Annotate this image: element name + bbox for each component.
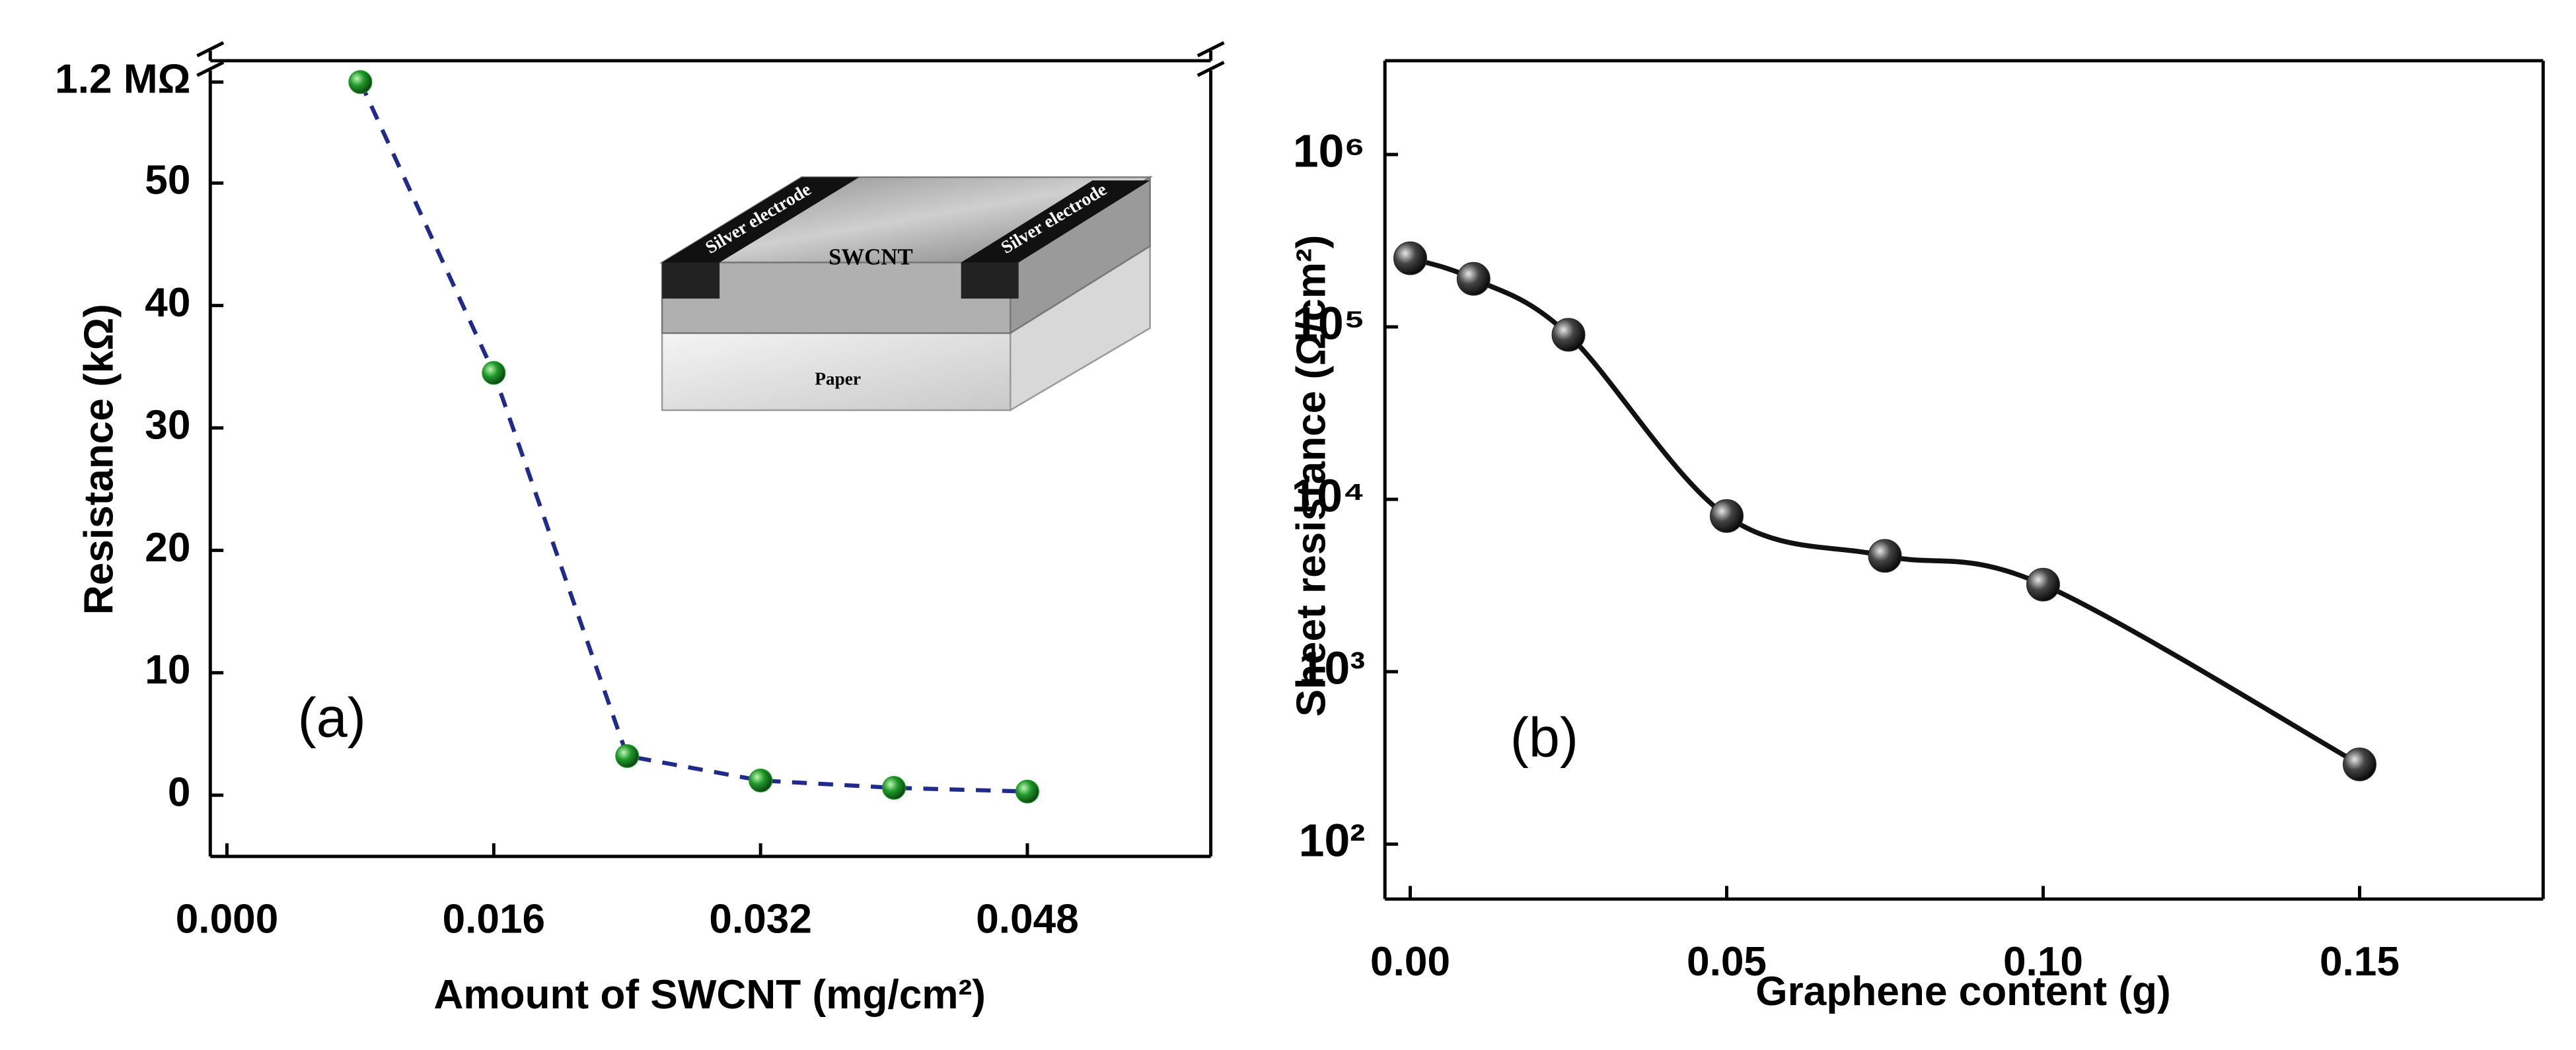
inset-label: Paper (815, 369, 861, 389)
y-axis-label: Sheet resistance (Ω/cm²) (1289, 235, 1335, 717)
axis-break (1196, 61, 1225, 77)
data-point (1710, 499, 1744, 533)
y-tick-label: 20 (145, 525, 190, 571)
y-tick-label: 10³ (1299, 643, 1366, 694)
x-tick-label: 0.048 (976, 897, 1079, 942)
x-tick-label: 0.10 (2003, 939, 2083, 985)
data-point (2342, 748, 2376, 781)
inset-electrode (662, 177, 860, 263)
y-tick-label: 30 (145, 402, 190, 448)
x-axis-label: Amount of SWCNT (mg/cm²) (433, 972, 985, 1018)
data-point (482, 361, 506, 385)
y-tick-label: 10² (1299, 815, 1366, 866)
data-point (749, 768, 773, 792)
axis-break (196, 61, 225, 77)
y-tick-label: 10⁶ (1293, 125, 1365, 176)
y-tick-label: 40 (145, 280, 190, 326)
data-point (1393, 241, 1428, 275)
inset-figure: Silver electrode SWCNT Silver electrode … (659, 176, 1154, 412)
y-tick-label: 0 (168, 770, 191, 816)
axis-break (1196, 41, 1225, 57)
inset-label: SWCNT (828, 244, 913, 270)
x-tick-label: 0.15 (2320, 939, 2400, 985)
x-tick-label: 0.016 (443, 897, 546, 942)
data-point (1551, 318, 1586, 352)
x-tick-label: 0.05 (1687, 939, 1767, 985)
y-axis-label: Resistance (kΩ) (77, 304, 122, 615)
series-line (358, 81, 1028, 794)
x-axis-label: Graphene content (g) (1755, 969, 2170, 1014)
data-point (1015, 779, 1040, 804)
inset-electrode (961, 262, 1019, 299)
y-tick-label: 10 (145, 647, 190, 693)
data-point (1456, 262, 1490, 296)
data-point (882, 776, 906, 800)
data-point (615, 744, 640, 768)
x-tick-label: 0.00 (1370, 939, 1450, 985)
annotation: (b) (1510, 706, 1578, 768)
annotation: (a) (298, 686, 366, 748)
x-tick-label: 0.032 (709, 897, 812, 942)
inset-electrode (662, 262, 720, 299)
y-tick-label: 10⁴ (1292, 470, 1366, 522)
x-tick-label: 0.000 (176, 897, 279, 942)
axis-break (196, 41, 225, 57)
inset-electrode (961, 180, 1150, 263)
data-point (348, 70, 373, 94)
series-line (1409, 256, 2361, 767)
y-tick-label: 10⁵ (1292, 297, 1365, 349)
data-point (2026, 567, 2060, 602)
data-point (1868, 539, 1902, 573)
y-tick-label: 50 (145, 158, 190, 203)
y-tick-label: 1.2 MΩ (55, 57, 190, 102)
